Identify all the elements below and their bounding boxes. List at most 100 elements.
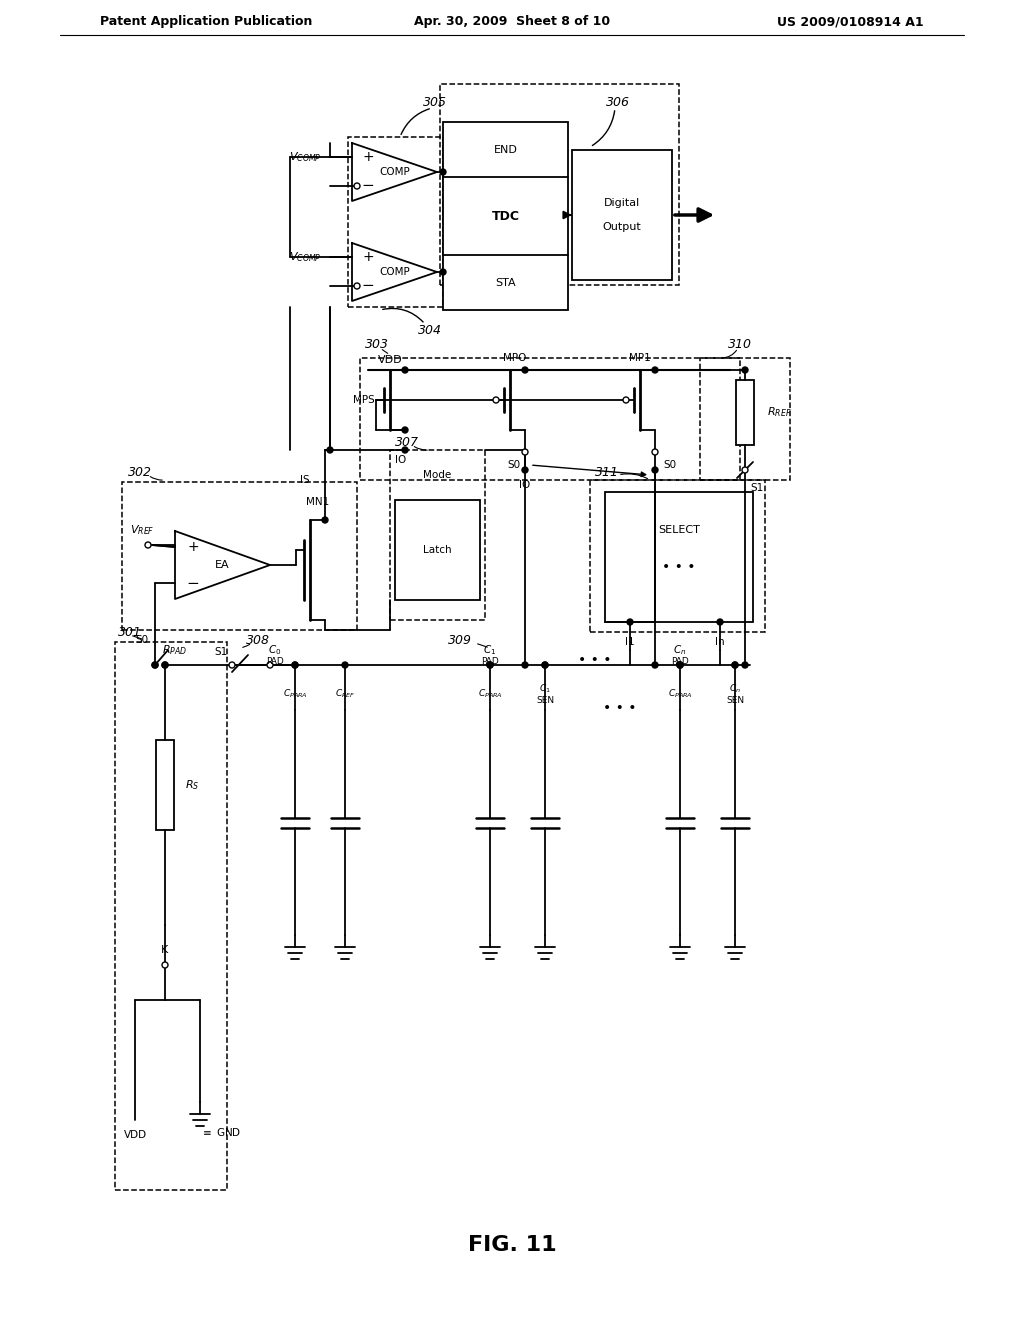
Text: $R_{PAD}$: $R_{PAD}$ bbox=[163, 643, 187, 657]
Circle shape bbox=[267, 663, 273, 668]
Text: 305: 305 bbox=[423, 95, 447, 108]
Text: VDD: VDD bbox=[378, 355, 402, 366]
Text: MN1: MN1 bbox=[306, 498, 330, 507]
Text: $C_{PARA}$: $C_{PARA}$ bbox=[477, 688, 503, 700]
Circle shape bbox=[354, 183, 360, 189]
Text: In: In bbox=[715, 638, 725, 647]
Circle shape bbox=[440, 169, 446, 176]
Circle shape bbox=[493, 397, 499, 403]
Text: +: + bbox=[187, 540, 199, 554]
Text: US 2009/0108914 A1: US 2009/0108914 A1 bbox=[777, 16, 924, 29]
Text: Patent Application Publication: Patent Application Publication bbox=[100, 16, 312, 29]
Circle shape bbox=[152, 663, 158, 668]
Text: −: − bbox=[361, 178, 375, 194]
Text: 302: 302 bbox=[128, 466, 152, 479]
Circle shape bbox=[623, 397, 629, 403]
Bar bbox=[390, 450, 485, 620]
Text: PAD: PAD bbox=[266, 657, 284, 667]
Text: $C_{REF}$: $C_{REF}$ bbox=[335, 688, 355, 700]
Circle shape bbox=[342, 663, 348, 668]
Circle shape bbox=[487, 663, 493, 668]
Text: • • •: • • • bbox=[579, 653, 611, 667]
Circle shape bbox=[652, 467, 658, 473]
Text: VDD: VDD bbox=[124, 1130, 146, 1140]
Text: S1: S1 bbox=[215, 647, 228, 657]
Text: Apr. 30, 2009  Sheet 8 of 10: Apr. 30, 2009 Sheet 8 of 10 bbox=[414, 16, 610, 29]
Text: 303: 303 bbox=[365, 338, 389, 351]
Bar bbox=[572, 150, 672, 280]
Circle shape bbox=[354, 282, 360, 289]
Bar bbox=[443, 121, 568, 310]
Circle shape bbox=[677, 663, 683, 668]
Text: $C_1$: $C_1$ bbox=[483, 643, 497, 657]
Text: SELECT: SELECT bbox=[658, 525, 700, 535]
Text: $V_{COMP}$: $V_{COMP}$ bbox=[289, 150, 322, 164]
Text: FIG. 11: FIG. 11 bbox=[468, 1236, 556, 1255]
Text: IS: IS bbox=[300, 475, 310, 484]
Bar bbox=[590, 480, 765, 632]
Text: $C_n$: $C_n$ bbox=[674, 643, 687, 657]
Circle shape bbox=[677, 663, 683, 668]
Circle shape bbox=[627, 619, 633, 624]
Text: −: − bbox=[186, 576, 200, 590]
Circle shape bbox=[440, 269, 446, 275]
Circle shape bbox=[402, 426, 408, 433]
Text: Latch: Latch bbox=[423, 545, 452, 554]
Circle shape bbox=[322, 517, 328, 523]
Circle shape bbox=[162, 663, 168, 668]
Text: Mode: Mode bbox=[423, 470, 452, 480]
Text: • • •: • • • bbox=[663, 560, 695, 574]
Bar bbox=[348, 137, 443, 308]
Text: • • •: • • • bbox=[603, 701, 637, 715]
Text: $V_{COMP}$: $V_{COMP}$ bbox=[289, 249, 322, 264]
Text: S0: S0 bbox=[663, 459, 676, 470]
Circle shape bbox=[402, 367, 408, 374]
Text: $C_{PARA}$: $C_{PARA}$ bbox=[283, 688, 307, 700]
Circle shape bbox=[652, 449, 658, 455]
Text: −: − bbox=[361, 279, 375, 293]
Circle shape bbox=[487, 663, 493, 668]
Text: COMP: COMP bbox=[379, 168, 410, 177]
Bar bbox=[115, 642, 227, 1191]
Text: MP1: MP1 bbox=[629, 352, 651, 363]
Text: MPS: MPS bbox=[353, 395, 375, 405]
Circle shape bbox=[152, 663, 158, 668]
Text: $V_{REF}$: $V_{REF}$ bbox=[130, 523, 155, 537]
Circle shape bbox=[522, 467, 528, 473]
Text: I1: I1 bbox=[626, 638, 635, 647]
Bar bbox=[605, 492, 753, 622]
Text: K: K bbox=[162, 945, 169, 954]
Circle shape bbox=[542, 663, 548, 668]
Bar bbox=[360, 358, 740, 480]
Text: $C_{PARA}$: $C_{PARA}$ bbox=[668, 688, 692, 700]
Circle shape bbox=[732, 663, 738, 668]
Circle shape bbox=[229, 663, 234, 668]
Bar bbox=[440, 84, 679, 285]
Bar bbox=[395, 500, 480, 601]
Text: 310: 310 bbox=[728, 338, 752, 351]
Circle shape bbox=[522, 663, 528, 668]
Text: S1: S1 bbox=[750, 483, 763, 492]
Text: 307: 307 bbox=[395, 436, 419, 449]
Bar bbox=[700, 358, 790, 480]
Circle shape bbox=[162, 663, 168, 668]
Text: +: + bbox=[362, 249, 374, 264]
Bar bbox=[122, 482, 357, 630]
Circle shape bbox=[742, 663, 748, 668]
Text: 306: 306 bbox=[606, 95, 630, 108]
Circle shape bbox=[522, 367, 528, 374]
Circle shape bbox=[542, 663, 548, 668]
Text: $R_S$: $R_S$ bbox=[185, 777, 200, 792]
Circle shape bbox=[402, 447, 408, 453]
Bar bbox=[156, 741, 174, 830]
Text: COMP: COMP bbox=[379, 267, 410, 277]
Circle shape bbox=[292, 663, 298, 668]
Text: S0: S0 bbox=[507, 459, 520, 470]
Circle shape bbox=[327, 447, 333, 453]
Circle shape bbox=[742, 367, 748, 374]
Text: IO: IO bbox=[395, 455, 407, 465]
Text: 304: 304 bbox=[418, 323, 442, 337]
Text: 309: 309 bbox=[449, 634, 472, 647]
Circle shape bbox=[652, 367, 658, 374]
Text: IO: IO bbox=[519, 480, 530, 490]
